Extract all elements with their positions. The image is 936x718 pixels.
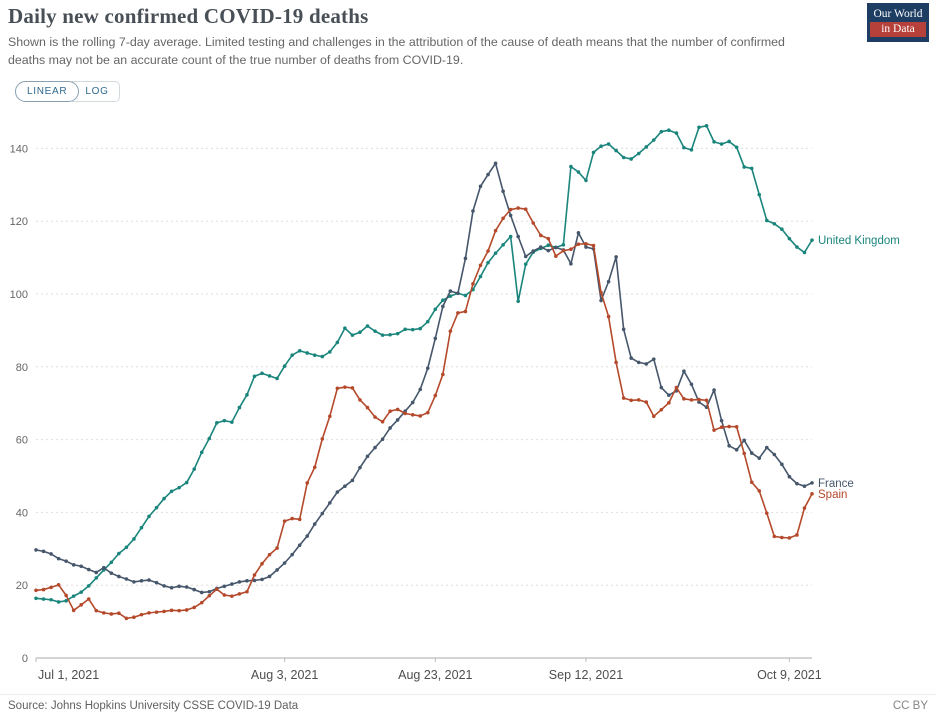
log-scale-button[interactable]: LOG <box>72 81 120 103</box>
y-tick-label: 100 <box>10 289 28 301</box>
chart-subtitle: Shown is the rolling 7-day average. Limi… <box>8 35 785 67</box>
series-label-united-kingdom[interactable]: United Kingdom <box>818 235 900 247</box>
series-line-france[interactable] <box>35 162 813 594</box>
chart-footer: Source: Johns Hopkins University CSSE CO… <box>0 694 936 718</box>
x-axis: Jul 1, 2021 Aug 3, 2021 Aug 23, 2021 Sep 12… <box>35 658 822 682</box>
owid-logo-line2: in Data <box>870 22 926 38</box>
x-tick-label: Aug 3, 2021 <box>251 668 318 682</box>
owid-logo[interactable]: Our World in Data <box>867 3 929 43</box>
y-tick-label: 0 <box>22 653 28 665</box>
series-spain[interactable]: Spain <box>34 206 847 621</box>
series-label-spain[interactable]: Spain <box>818 489 847 501</box>
source-note: Source: Johns Hopkins University CSSE CO… <box>8 700 299 712</box>
series-france[interactable]: France <box>34 161 854 595</box>
license-link[interactable]: CC BY <box>892 700 928 712</box>
y-tick-label: 40 <box>16 508 28 520</box>
x-tick-label: Aug 23, 2021 <box>398 668 472 682</box>
series-line-spain[interactable] <box>35 207 813 620</box>
y-tick-label: 80 <box>16 362 28 374</box>
y-tick-label: 60 <box>16 435 28 447</box>
y-tick-label: 120 <box>10 216 28 228</box>
x-tick-label: Oct 9, 2021 <box>757 668 822 682</box>
x-tick-label: Jul 1, 2021 <box>38 668 99 682</box>
scale-toggle: LINEAR LOG <box>15 81 120 103</box>
y-tick-label: 20 <box>16 580 28 592</box>
covid-deaths-line-chart[interactable]: 0 20 40 60 80 100 120 140 Jul 1, 2021 Aug 3, 2021… <box>0 104 936 692</box>
x-tick-label: Sep 12, 2021 <box>549 668 623 682</box>
series-united-kingdom[interactable]: United Kingdom <box>34 124 900 604</box>
series-line-united-kingdom[interactable] <box>35 125 813 603</box>
y-tick-label: 140 <box>10 144 28 156</box>
page-title: Daily new confirmed COVID-19 deaths <box>8 4 369 28</box>
chart-header: Daily new confirmed COVID-19 deaths Our … <box>0 0 936 103</box>
series-label-france[interactable]: France <box>818 478 854 490</box>
owid-logo-line1: Our World <box>873 8 923 20</box>
linear-scale-button[interactable]: LINEAR <box>15 81 80 103</box>
